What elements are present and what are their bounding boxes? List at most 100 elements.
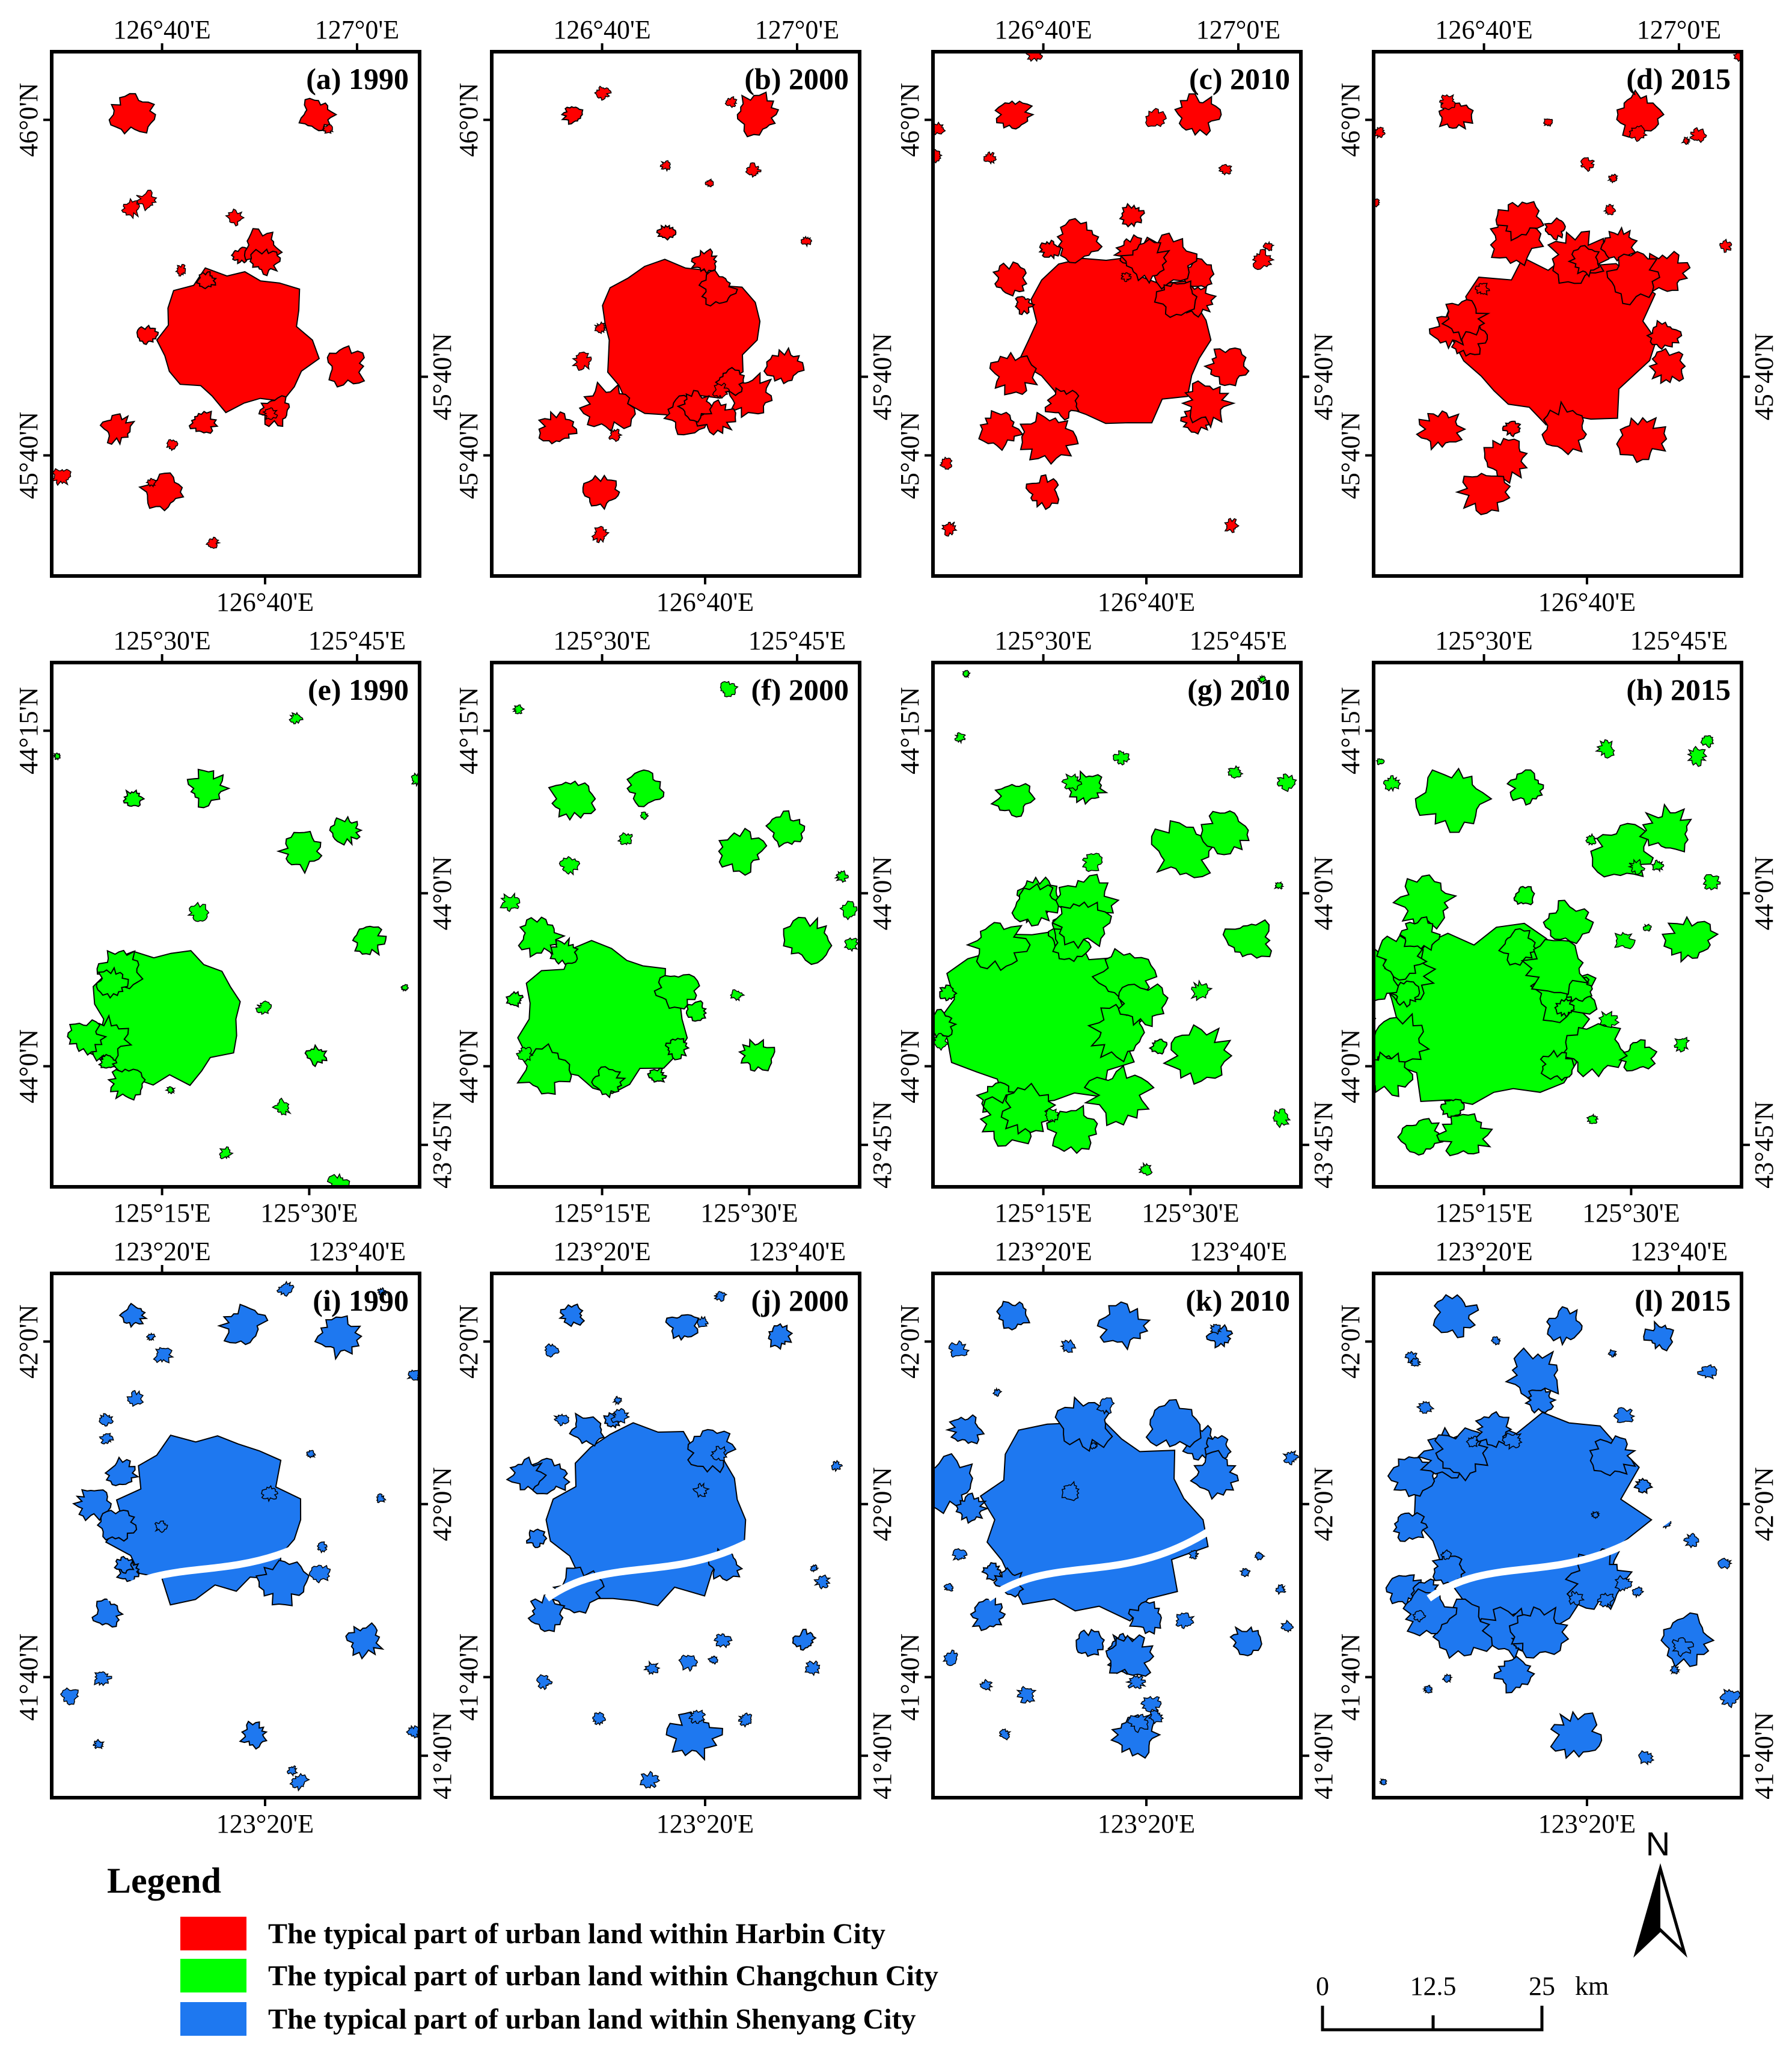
small-urban-patch bbox=[308, 1564, 331, 1584]
top-longitude-label: 123°40'E bbox=[748, 1237, 846, 1266]
small-urban-patch bbox=[1631, 1586, 1645, 1599]
small-urban-patch bbox=[1228, 765, 1244, 779]
urban-fringe-patch bbox=[1633, 1477, 1654, 1495]
satellite-town-patch bbox=[736, 91, 780, 138]
urban-fringe-patch bbox=[676, 390, 713, 423]
small-urban-patch bbox=[1638, 1750, 1655, 1766]
small-urban-patch bbox=[1628, 124, 1648, 142]
panel-title: (l) 2015 bbox=[1635, 1284, 1731, 1317]
top-longitude-label: 125°30'E bbox=[113, 626, 210, 655]
urban-fringe-patch bbox=[1105, 1634, 1155, 1677]
small-urban-patch bbox=[154, 1520, 168, 1533]
urban-fringe-patch bbox=[1392, 1511, 1428, 1542]
bottom-longitude-label: 123°20'E bbox=[1538, 1809, 1636, 1839]
river-line bbox=[986, 1501, 1249, 1602]
satellite-town-patch bbox=[1546, 1306, 1583, 1346]
urban-fringe-patch bbox=[1038, 239, 1062, 260]
small-urban-patch bbox=[219, 1146, 234, 1160]
small-urban-patch bbox=[1252, 249, 1275, 271]
urban-fringe-patch bbox=[1387, 1456, 1436, 1498]
bottom-longitude-label: 126°40'E bbox=[1098, 587, 1195, 617]
small-urban-patch bbox=[515, 1047, 534, 1062]
satellite-town-patch bbox=[1205, 1324, 1234, 1349]
urban-fringe-patch bbox=[1616, 417, 1668, 464]
urban-land-area bbox=[1374, 52, 1742, 515]
urban-fringe-patch bbox=[1497, 928, 1540, 966]
small-urban-patch bbox=[1378, 1778, 1387, 1786]
satellite-town-patch bbox=[1433, 1294, 1479, 1338]
small-urban-patch bbox=[612, 1395, 623, 1406]
bottom-longitude-label: 125°30'E bbox=[700, 1198, 798, 1228]
small-urban-patch bbox=[745, 162, 762, 178]
small-urban-patch bbox=[1697, 1364, 1717, 1380]
map-panel: (d) 2015 126°40'E 127°0'E 126°40'E 46°0'N 45°… bbox=[1336, 15, 1779, 617]
urban-fringe-patch bbox=[939, 984, 958, 1002]
small-urban-patch bbox=[1674, 1037, 1690, 1053]
river-line bbox=[105, 1501, 367, 1602]
urban-fringe-patch bbox=[1440, 1098, 1465, 1118]
map-frame bbox=[490, 661, 861, 1189]
small-urban-patch bbox=[1112, 750, 1131, 766]
top-longitude-label: 125°30'E bbox=[1435, 626, 1532, 655]
satellite-town-patch bbox=[1151, 819, 1216, 878]
urban-fringe-patch bbox=[1541, 400, 1588, 456]
urban-land-area bbox=[60, 1280, 420, 1792]
small-urban-patch bbox=[225, 208, 245, 227]
small-urban-patch bbox=[804, 1660, 821, 1677]
top-longitude-label: 127°0'E bbox=[1637, 15, 1721, 44]
map-panel: (i) 1990 123°20'E 123°40'E 123°20'E 42°0'N 41… bbox=[14, 1237, 457, 1839]
map-frame bbox=[1372, 661, 1743, 1189]
small-urban-patch bbox=[571, 351, 592, 371]
right-latitude-label: 41°40'N bbox=[1309, 1712, 1338, 1799]
satellite-town-patch bbox=[1455, 473, 1511, 515]
bottom-longitude-label: 125°30'E bbox=[1582, 1198, 1680, 1228]
left-latitude-label: 41°40'N bbox=[14, 1634, 43, 1721]
small-urban-patch bbox=[1683, 1533, 1699, 1549]
small-urban-patch bbox=[121, 197, 140, 219]
urban-fringe-patch bbox=[1190, 1450, 1240, 1501]
small-urban-patch bbox=[992, 1386, 1003, 1397]
urban-fringe-patch bbox=[656, 224, 677, 241]
small-urban-patch bbox=[707, 1655, 718, 1665]
satellite-town-patch bbox=[1229, 1626, 1262, 1656]
urban-fringe-patch bbox=[1056, 218, 1103, 264]
legend-swatch-harbin bbox=[180, 1917, 246, 1950]
left-latitude-label: 44°0'N bbox=[1336, 1029, 1365, 1103]
small-urban-patch bbox=[705, 178, 714, 188]
left-latitude-label: 41°40'N bbox=[895, 1634, 925, 1721]
small-urban-patch bbox=[1591, 1511, 1600, 1519]
satellite-town-patch bbox=[352, 925, 387, 957]
small-urban-patch bbox=[592, 1711, 607, 1726]
panel-title: (c) 2010 bbox=[1189, 62, 1290, 96]
small-urban-patch bbox=[126, 1389, 144, 1407]
satellite-town-patch bbox=[1162, 1024, 1233, 1085]
right-latitude-label: 45°40'N bbox=[427, 333, 457, 420]
urban-fringe-patch bbox=[1000, 1082, 1057, 1135]
small-urban-patch bbox=[1044, 1107, 1060, 1123]
map-panel: (j) 2000 123°20'E 123°40'E 123°20'E 42°0'N 41… bbox=[454, 1237, 897, 1839]
small-urban-patch bbox=[1256, 674, 1267, 684]
urban-fringe-patch bbox=[526, 1528, 548, 1548]
map-panel: (k) 2010 123°20'E 123°40'E 123°20'E 42°0'N 41… bbox=[895, 1237, 1338, 1839]
map-frame bbox=[50, 661, 421, 1189]
urban-fringe-patch bbox=[1128, 1600, 1162, 1635]
satellite-town-patch bbox=[138, 472, 185, 512]
small-urban-patch bbox=[145, 477, 157, 488]
scale-bar: 0 12.5 25 km bbox=[1316, 1971, 1609, 2032]
top-longitude-label: 125°45'E bbox=[1190, 626, 1287, 655]
urban-land-area bbox=[933, 670, 1297, 1176]
small-urban-patch bbox=[1568, 1590, 1585, 1606]
left-latitude-label: 42°0'N bbox=[1336, 1305, 1365, 1379]
urban-fringe-patch bbox=[945, 1414, 985, 1445]
small-urban-patch bbox=[1422, 1685, 1433, 1694]
urban-land-area bbox=[506, 1291, 843, 1789]
top-longitude-label: 125°45'E bbox=[1630, 626, 1728, 655]
map-frame bbox=[50, 50, 421, 578]
top-longitude-label: 126°40'E bbox=[553, 15, 650, 44]
map-frame bbox=[490, 50, 861, 578]
small-urban-patch bbox=[843, 937, 859, 952]
small-urban-patch bbox=[678, 1655, 699, 1672]
urban-land-area bbox=[933, 1300, 1300, 1759]
satellite-town-patch bbox=[1416, 410, 1467, 451]
small-urban-patch bbox=[933, 1033, 949, 1051]
